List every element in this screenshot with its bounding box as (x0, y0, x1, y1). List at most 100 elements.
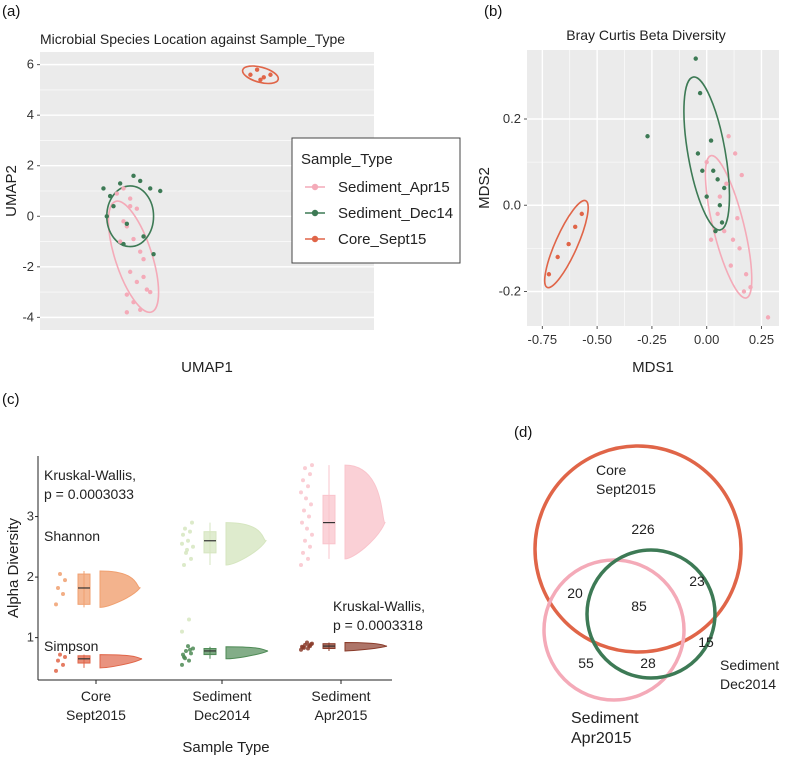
jitter-point (181, 652, 185, 657)
umap-legend: Sample_Type Sediment_Apr15 Sediment_Dec14… (291, 137, 461, 264)
jitter-point (310, 532, 314, 537)
data-point (715, 177, 720, 182)
confidence-ellipse (107, 200, 160, 314)
jitter-point (303, 466, 307, 471)
jitter-point (308, 472, 312, 477)
alpha-y-axis-label: Alpha Diversity (5, 517, 22, 618)
data-point (717, 194, 723, 199)
box-body (77, 655, 91, 664)
jitter-point (56, 658, 60, 663)
data-point (117, 239, 123, 244)
alpha-x-axis-label: Sample Type (182, 739, 269, 756)
legend-key-dot (311, 183, 319, 191)
venn-count-all-three: 85 (631, 598, 647, 614)
y-tick-label: 6 (27, 57, 34, 72)
half-violin (344, 464, 386, 560)
venn-dec-label-line1: Sediment (720, 657, 779, 673)
data-point (111, 203, 116, 209)
half-violin (99, 570, 142, 608)
venn-circle-core (533, 444, 743, 654)
jitter-point (184, 550, 188, 555)
category-label: Dec2014 (194, 707, 250, 723)
jitter-point (56, 585, 60, 590)
jitter-point (301, 550, 305, 555)
jitter-point (63, 578, 67, 583)
half-violin (99, 654, 143, 669)
jitter-point (187, 658, 191, 663)
data-point (124, 310, 130, 315)
y-tick-label: -4 (22, 309, 34, 324)
box-body (322, 494, 336, 545)
confidence-ellipse (683, 76, 731, 231)
jitter-point (300, 520, 304, 525)
alpha-panel: 1 2 3 Kruskal-Wallis, p = 0.0003033 Shanno… (5, 456, 425, 756)
box-body (77, 573, 91, 605)
legend-key-dot (311, 209, 319, 217)
jitter-point (185, 547, 189, 552)
data-point (748, 284, 753, 290)
jitter-point (302, 508, 306, 513)
jitter-point (304, 496, 308, 501)
data-point (722, 228, 727, 234)
data-point (151, 251, 156, 257)
jitter-point (63, 654, 67, 659)
jitter-point (188, 647, 192, 652)
jitter-point (182, 562, 186, 567)
category-label: Sept2015 (66, 707, 126, 723)
data-point (121, 186, 126, 191)
jitter-point (191, 646, 195, 651)
jitter-point (54, 668, 58, 673)
data-point (124, 221, 130, 227)
jitter-point (305, 640, 309, 645)
data-point (258, 77, 263, 83)
y-tick-label: 0.2 (503, 111, 521, 126)
data-point (138, 249, 143, 254)
kw-shannon-line1: Kruskal-Wallis, (44, 467, 136, 483)
data-point (131, 173, 136, 179)
data-point (248, 72, 253, 77)
venn-apr-label-line1: Sediment (571, 710, 639, 727)
legend-box (291, 137, 461, 264)
mds-title: Bray Curtis Beta Diversity (566, 27, 725, 43)
data-point (131, 236, 136, 242)
legend-entry: Core_Sept15 (338, 231, 426, 248)
venn-panel: Core Sept2015 Sediment Dec2014 Sediment … (533, 444, 779, 747)
jitter-point (309, 502, 313, 507)
confidence-ellipse (241, 65, 280, 85)
x-tick-label: 0.25 (749, 332, 774, 347)
data-point (141, 234, 146, 239)
x-tick-label: -0.50 (582, 332, 612, 347)
venn-dec-label-line2: Dec2014 (720, 676, 776, 692)
data-point (711, 168, 716, 173)
venn-count-apr-dec: 28 (640, 655, 656, 671)
jitter-point (305, 526, 309, 531)
jitter-point (181, 532, 185, 537)
category-label: Sediment (311, 688, 370, 704)
y-tick-label: 4 (27, 107, 34, 122)
y-tick-label: 2 (27, 158, 34, 173)
jitter-point (184, 648, 188, 653)
data-point (148, 289, 153, 295)
jitter-point (310, 463, 314, 468)
venn-core-label-line1: Core (596, 462, 627, 478)
x-tick-label: -0.75 (528, 332, 558, 347)
jitter-point (180, 662, 184, 667)
legend-entry: Sediment_Apr15 (338, 179, 450, 196)
jitter-point (306, 484, 310, 489)
jitter-point (308, 544, 312, 549)
data-point (704, 194, 709, 199)
data-point (127, 196, 133, 201)
jitter-point (309, 642, 313, 647)
venn-count-core-dec: 23 (689, 573, 705, 589)
panel-label-d: (d) (514, 424, 532, 441)
data-point (141, 274, 146, 280)
data-point (124, 292, 130, 297)
jitter-point (58, 572, 62, 577)
jitter-point (306, 556, 310, 561)
data-point (741, 289, 747, 294)
data-point (144, 287, 150, 292)
data-point (722, 185, 727, 191)
data-point (254, 67, 260, 72)
data-point (107, 193, 113, 199)
data-point (268, 72, 273, 77)
